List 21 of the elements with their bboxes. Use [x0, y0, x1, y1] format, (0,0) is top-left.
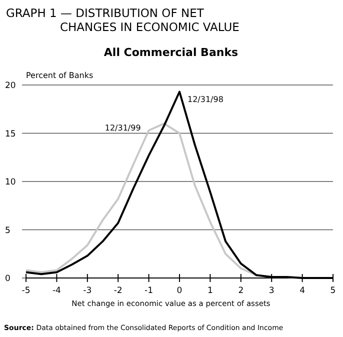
y-tick-label: 5: [5, 226, 10, 236]
series-label: 12/31/99: [104, 123, 141, 132]
chart-title: GRAPH 1 — DISTRIBUTION OF NET CHANGES IN ECONOMIC VALUE: [6, 6, 240, 34]
x-tick-label: 0: [176, 286, 182, 296]
x-tick-label: 5: [330, 286, 336, 296]
x-tick-label: -5: [22, 286, 30, 296]
y-tick-label: 15: [5, 129, 16, 140]
y-tick-label: 10: [5, 178, 16, 188]
x-tick-label: -4: [52, 286, 61, 296]
x-tick-label: -3: [83, 286, 92, 296]
y-tick-label: 20: [5, 81, 16, 91]
x-tick-label: -1: [144, 286, 154, 296]
series-label: 12/31/98: [188, 94, 224, 104]
x-tick-label: 1: [207, 286, 213, 296]
x-tick-label: 2: [238, 286, 244, 296]
chart-subtitle: All Commercial Banks: [104, 46, 239, 59]
x-tick-label: 4: [300, 286, 306, 296]
x-tick-label: -2: [114, 286, 122, 296]
y-tick-label: 0: [5, 274, 10, 284]
x-tick-label: 3: [268, 286, 274, 296]
y-axis-title: Percent of Banks: [26, 71, 94, 80]
